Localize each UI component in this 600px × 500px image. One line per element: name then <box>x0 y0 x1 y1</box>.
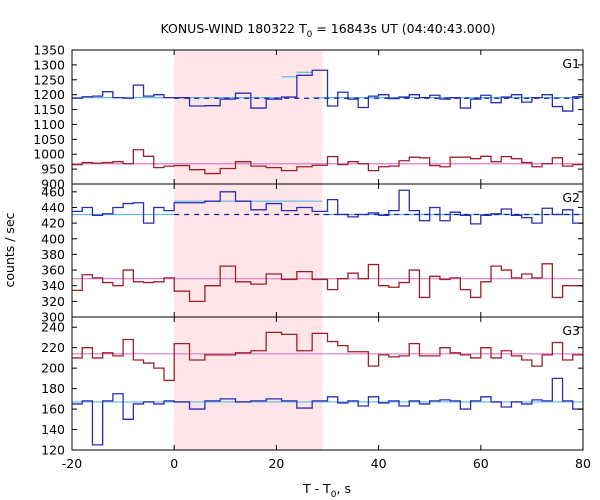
count-series-upper <box>72 377 583 446</box>
burst-interval-shading <box>174 50 323 450</box>
x-axis-label-rest: , s <box>337 481 351 496</box>
count-series-upper <box>72 69 583 112</box>
x-axis-label-subscript: 0 <box>331 490 337 500</box>
y-axis-label: counts / sec <box>2 212 17 287</box>
axes-frame <box>71 49 584 451</box>
y-tick-label: 1100 <box>33 117 65 132</box>
y-tick-label: 140 <box>41 422 65 437</box>
panel-g3: 120 140 160 180 200 220 240 G3 <box>41 320 583 458</box>
y-tick-label: 200 <box>41 361 65 376</box>
x-axis-label-main: T - T <box>302 481 331 496</box>
count-series-lower <box>72 149 583 175</box>
count-series-lower <box>72 263 583 303</box>
x-tick-label: -20 <box>62 456 82 471</box>
y-tick-label: 400 <box>41 231 65 246</box>
x-ticks: -20 0 20 40 60 80 <box>62 50 591 471</box>
y-tick-label: 160 <box>41 402 65 417</box>
x-tick-label: 40 <box>371 456 387 471</box>
chart-title-subscript: 0 <box>307 30 313 40</box>
y-tick-label: 440 <box>41 200 65 215</box>
y-tick-label: 1300 <box>33 57 65 72</box>
y-tick-label: 380 <box>41 247 65 262</box>
y-tick-label: 1350 <box>33 43 65 58</box>
panel-label: G2 <box>562 190 580 205</box>
x-tick-label: 0 <box>170 456 178 471</box>
y-tick-label: 180 <box>41 381 65 396</box>
plot-border <box>71 49 584 451</box>
y-tick-label: 320 <box>41 294 65 309</box>
y-tick-label: 1050 <box>33 132 65 147</box>
y-tick-label: 950 <box>41 162 65 177</box>
y-tick-label: 900 <box>41 177 65 192</box>
chart-title-rest: = 16843s UT (04:40:43.000) <box>312 21 495 36</box>
y-tick-label: 1250 <box>33 72 65 87</box>
panel-label: G1 <box>562 56 580 71</box>
x-tick-label: 80 <box>575 456 591 471</box>
count-series-lower <box>72 331 583 382</box>
y-tick-label: 420 <box>41 216 65 231</box>
y-tick-label: 340 <box>41 278 65 293</box>
y-tick-label: 220 <box>41 340 65 355</box>
chart-title: KONUS-WIND 180322 T0 = 16843s UT (04:40:… <box>160 21 495 40</box>
panel-label: G3 <box>562 323 580 338</box>
y-tick-label: 1150 <box>33 102 65 117</box>
x-axis-label: T - T0, s <box>302 481 351 500</box>
y-tick-label: 1200 <box>33 87 65 102</box>
y-tick-label: 300 <box>41 310 65 325</box>
y-tick-label: 1000 <box>33 147 65 162</box>
x-tick-label: 60 <box>473 456 489 471</box>
y-tick-label: 360 <box>41 263 65 278</box>
y-tick-label: 240 <box>41 320 65 335</box>
count-series-upper <box>72 189 583 225</box>
y-tick-label: 460 <box>41 184 65 199</box>
y-tick-label: 120 <box>41 443 65 458</box>
x-tick-label: 20 <box>268 456 284 471</box>
chart-title-main: KONUS-WIND 180322 T <box>160 21 306 36</box>
